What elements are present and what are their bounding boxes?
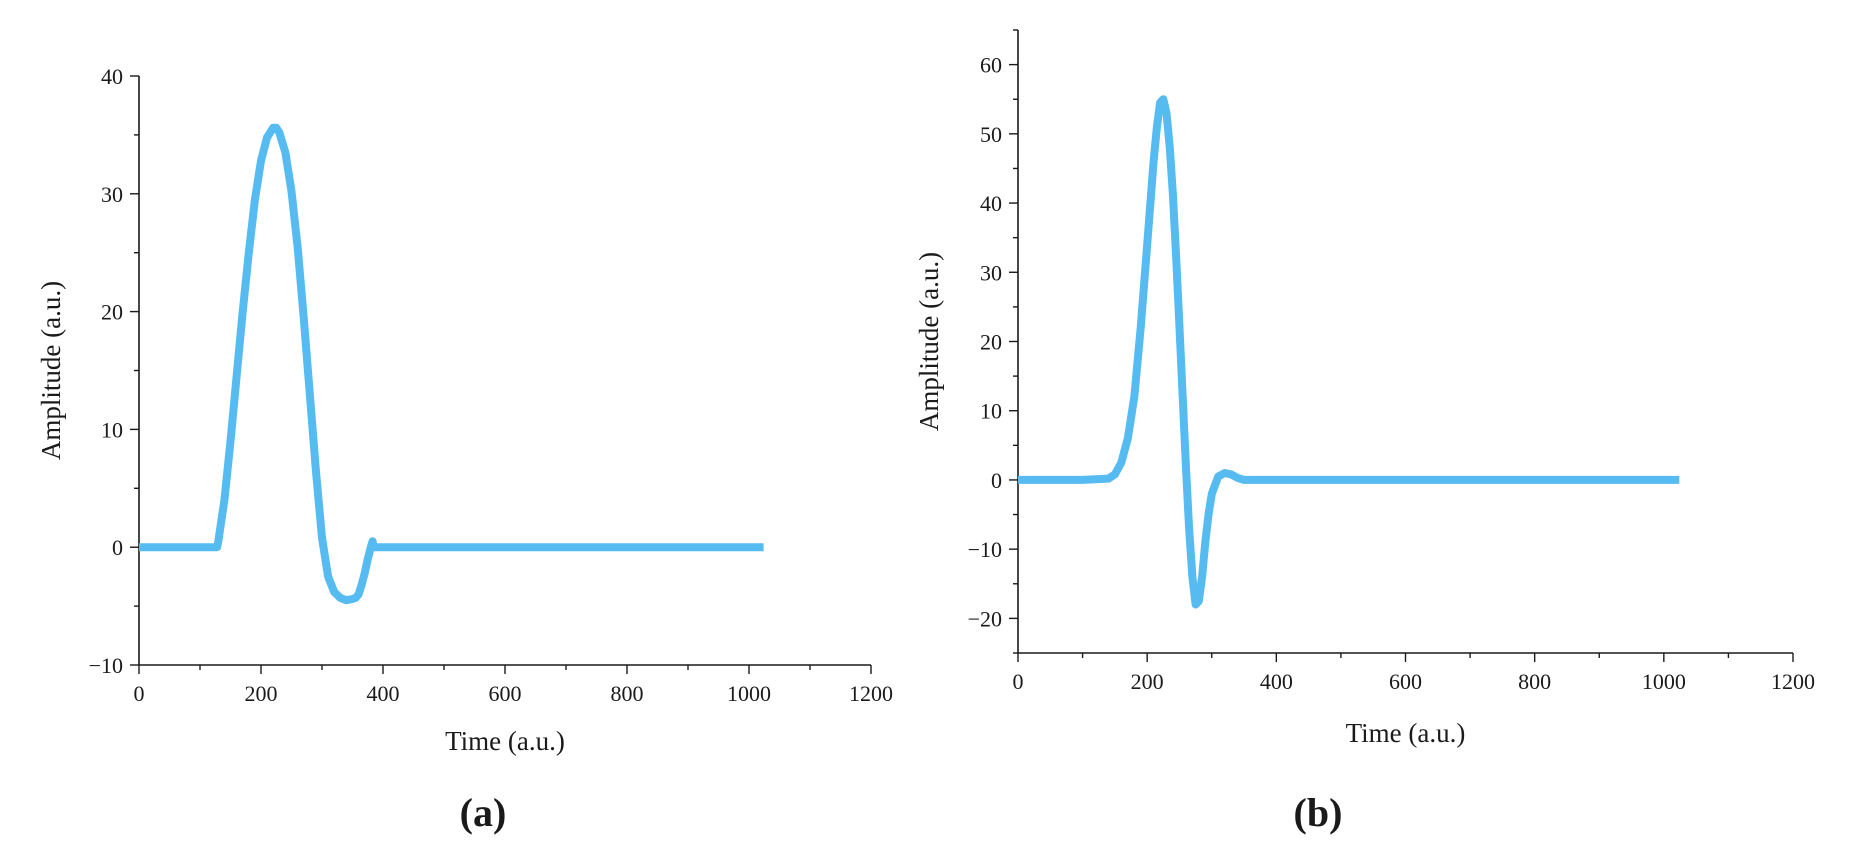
chart-b-y-axis-title: Amplitude (a.u.) <box>914 252 944 431</box>
chart-a-y-tick-label: 40 <box>101 64 123 89</box>
chart-b-y-tick-label: 50 <box>980 122 1002 147</box>
chart-a-x-axis-title: Time (a.u.) <box>445 726 565 756</box>
chart-b-panel-label: (b) <box>1294 790 1343 835</box>
chart-a-y-tick-label: −10 <box>89 653 123 678</box>
chart-b-x-tick-label: 200 <box>1131 669 1164 694</box>
chart-b-x-tick-label: 600 <box>1389 669 1422 694</box>
chart-b-x-tick-label: 1000 <box>1642 669 1686 694</box>
chart-a-y-tick-label: 20 <box>101 300 123 325</box>
chart-a-x-tick-label: 1000 <box>727 681 771 706</box>
chart-a-series-line <box>139 123 764 605</box>
chart-panel-b: 0 200 400 600 800 1000 1200 −20 −10 0 10 20 30 40 50 60… <box>914 29 1815 835</box>
chart-b-y-tick-label: 0 <box>991 468 1002 493</box>
chart-b-y-tick-label: 20 <box>980 330 1002 355</box>
chart-b-y-tick-label: 10 <box>980 399 1002 424</box>
chart-panel-a: 0 200 400 600 800 1000 1200 −10 0 10 20 30 40 Time (a… <box>36 64 893 835</box>
chart-b-x-tick-label: 800 <box>1518 669 1551 694</box>
chart-a-x-tick-label: 600 <box>489 681 522 706</box>
chart-b-y-tick-label: 40 <box>980 191 1002 216</box>
chart-b-y-tick-label: −20 <box>968 606 1002 631</box>
chart-b-x-tick-label: 1200 <box>1771 669 1815 694</box>
chart-b-x-tick-label: 400 <box>1260 669 1293 694</box>
chart-b-y-tick-label: −10 <box>968 537 1002 562</box>
chart-b-y-tick-label: 60 <box>980 53 1002 78</box>
chart-b-series-line <box>1018 95 1680 609</box>
chart-a-y-tick-label: 0 <box>112 535 123 560</box>
chart-a-x-tick-label: 400 <box>367 681 400 706</box>
chart-a-y-tick-label: 30 <box>101 182 123 207</box>
chart-b-y-tick-label: 30 <box>980 260 1002 285</box>
chart-a-x-tick-label: 0 <box>134 681 145 706</box>
chart-b-x-tick-label: 0 <box>1013 669 1024 694</box>
chart-a-x-tick-label: 800 <box>611 681 644 706</box>
chart-a-y-tick-label: 10 <box>101 417 123 442</box>
chart-a-y-axis-title: Amplitude (a.u.) <box>36 281 66 460</box>
chart-a-x-tick-label: 1200 <box>849 681 893 706</box>
chart-a-panel-label: (a) <box>460 790 507 835</box>
chart-b-x-axis-title: Time (a.u.) <box>1346 718 1466 748</box>
chart-a-x-tick-label: 200 <box>245 681 278 706</box>
